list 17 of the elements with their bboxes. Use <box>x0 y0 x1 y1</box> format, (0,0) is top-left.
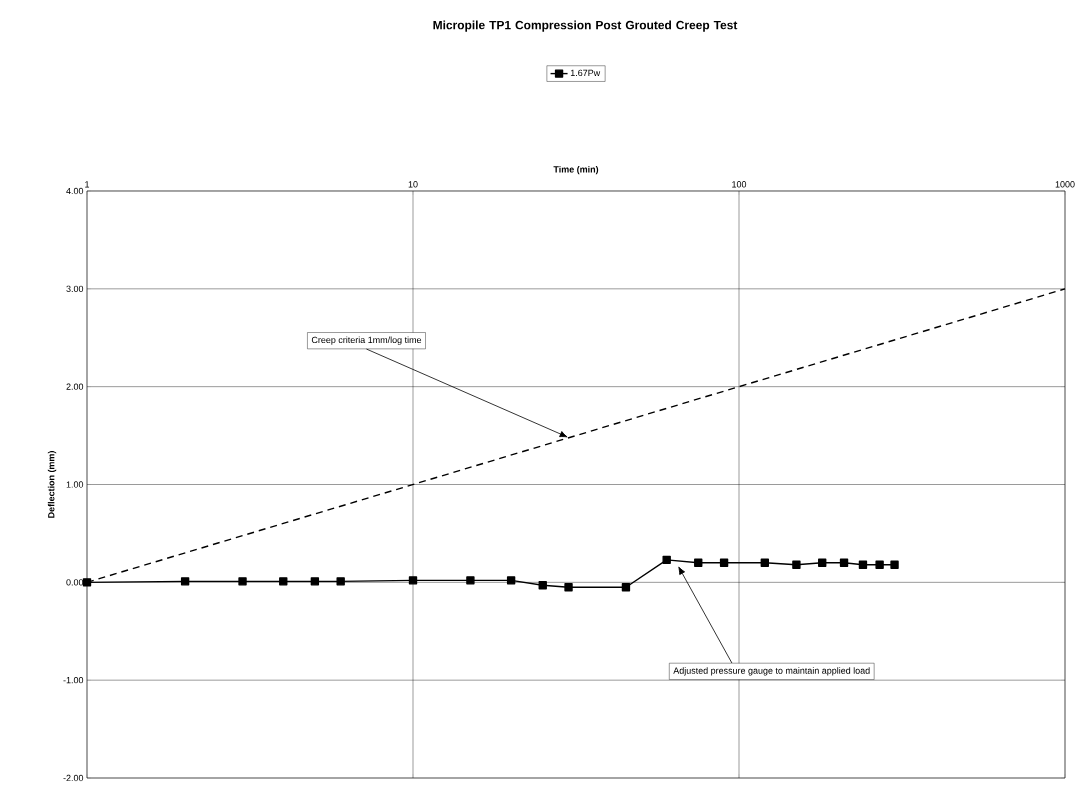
y-tick-label: -1.00 <box>63 676 84 684</box>
y-tick-label: 4.00 <box>66 187 84 195</box>
chart-title: Micropile TP1 Compression Post Grouted Creep Test <box>433 20 738 32</box>
x-tick-label: 1 <box>85 181 90 188</box>
y-tick-label: -2.00 <box>63 774 84 782</box>
x-tick-label: 1000 <box>1055 181 1075 188</box>
y-tick-label: 2.00 <box>66 383 84 390</box>
x-axis-title: Time (min) <box>553 165 599 175</box>
annotation: Adjusted pressure gauge to maintain applied load <box>673 667 870 676</box>
y-tick-label: 0.00 <box>66 579 84 586</box>
annotation: Creep criteria 1mm/log time <box>311 336 422 345</box>
x-tick-label: 10 <box>408 181 418 188</box>
legend-label: 1.67Pw <box>570 69 601 77</box>
y-tick-label: 1.00 <box>66 481 84 488</box>
y-tick-label: 3.00 <box>66 285 84 293</box>
x-tick-label: 100 <box>732 181 747 188</box>
y-axis-title: Deflection (mm) <box>47 451 57 518</box>
